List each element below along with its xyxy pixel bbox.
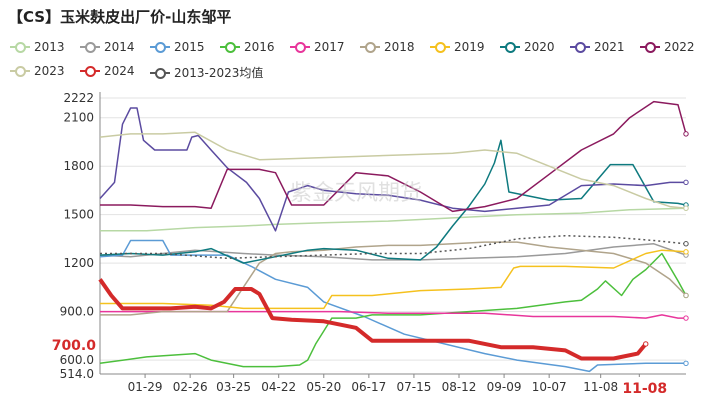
series-end-marker-2023 [683,205,689,211]
legend-marker-icon [220,41,240,53]
legend-marker-icon [570,41,590,53]
series-end-marker-2013-2023均值 [683,241,689,247]
legend-item-2013[interactable]: 2013 [10,40,65,54]
legend-marker-icon [10,41,30,53]
legend-label: 2013-2023均值 [174,66,264,80]
legend-marker-icon [430,41,450,53]
series-line-2016 [99,252,687,368]
y-tick-label: 900.0 [60,305,94,319]
x-tick-label: 03-25 [216,380,251,394]
legend-marker-icon [500,41,520,53]
current-date-label: 11-08 [622,381,667,397]
series-end-marker-2024 [643,341,649,347]
legend-marker-icon [360,41,380,53]
y-tick-label: 2100 [63,111,94,125]
axes [99,92,686,378]
legend-label: 2015 [174,40,205,54]
series-line-2023 [99,131,687,209]
legend-label: 2024 [104,64,135,78]
legend-marker-icon [10,65,30,77]
legend-label: 2016 [244,40,275,54]
series-line-2022 [100,100,687,213]
legend-item-2018[interactable]: 2018 [360,40,415,54]
watermark: 紫金天风期货 [290,181,422,206]
legend-label: 2014 [104,40,135,54]
legend-item-2021[interactable]: 2021 [570,40,625,54]
legend-marker-icon [290,41,310,53]
x-tick-label: 06-17 [351,380,386,394]
legend-marker-icon [150,67,170,79]
current-date-bg [619,377,670,397]
legend-label: 2013 [34,40,65,54]
legend-label: 2022 [664,40,695,54]
legend-marker-icon [640,41,660,53]
legend-item-2024[interactable]: 2024 [80,64,135,78]
legend-item-2016[interactable]: 2016 [220,40,275,54]
series-end-marker-2022 [683,131,689,137]
legend-item-2013-2023均值[interactable]: 2013-2023均值 [150,64,263,81]
x-tick-label: 10-07 [532,380,567,394]
legend-item-2022[interactable]: 2022 [640,40,695,54]
legend-label: 2017 [314,40,345,54]
series-end-marker-2019 [683,249,689,255]
y-tick-label: 2222 [63,91,94,105]
y-tick-label: 514.0 [60,367,94,381]
current-value-bg [50,334,98,353]
grid-lines [100,97,686,375]
x-tick-label: 04-22 [261,380,296,394]
legend-label: 2018 [384,40,415,54]
current-value-label: 700.0 [52,338,97,354]
series-line-2018 [100,241,687,316]
x-tick-label: 01-29 [128,380,163,394]
series-end-marker-2015 [683,360,689,367]
series-line-2013-2023均值 [100,234,687,260]
series-end-marker-2018 [683,292,689,299]
x-tick-label: 07-15 [396,380,431,394]
x-tick-label: 09-09 [487,380,522,394]
series-end-marker-2021 [683,179,689,186]
series-line-2024 [98,278,648,361]
legend-label: 2021 [594,40,625,54]
series-line-2014 [99,243,687,261]
legend-item-2015[interactable]: 2015 [150,40,205,54]
legend-item-2023[interactable]: 2023 [10,64,65,78]
y-tick-label: 1500 [63,208,94,222]
legend-marker-icon [80,65,100,77]
y-tick-label: 1200 [63,256,94,270]
series-line-2021 [99,107,686,232]
x-tick-label: 11-08 [583,380,618,394]
legend-label: 2020 [524,40,555,54]
x-tick-label: 02-26 [173,380,208,394]
series-line-2015 [99,239,686,373]
x-tick-label: 08-12 [442,380,477,394]
series-end-marker-2017 [683,315,689,321]
y-tick-label: 600.0 [60,353,94,367]
legend-marker-icon [80,41,100,53]
legend-marker-icon [150,41,170,53]
chart-title: 【CS】玉米麸皮出厂价-山东邹平 [8,8,232,26]
series-line-2020 [99,139,687,264]
series-line-2013 [100,207,687,232]
legend-item-2019[interactable]: 2019 [430,40,485,54]
legend-label: 2019 [454,40,485,54]
legend-item-2017[interactable]: 2017 [290,40,345,54]
series-layer [98,100,689,373]
legend-item-2014[interactable]: 2014 [80,40,135,54]
legend-item-2020[interactable]: 2020 [500,40,555,54]
x-tick-label: 05-20 [306,380,341,394]
y-tick-label: 1800 [63,159,94,173]
legend-label: 2023 [34,64,65,78]
